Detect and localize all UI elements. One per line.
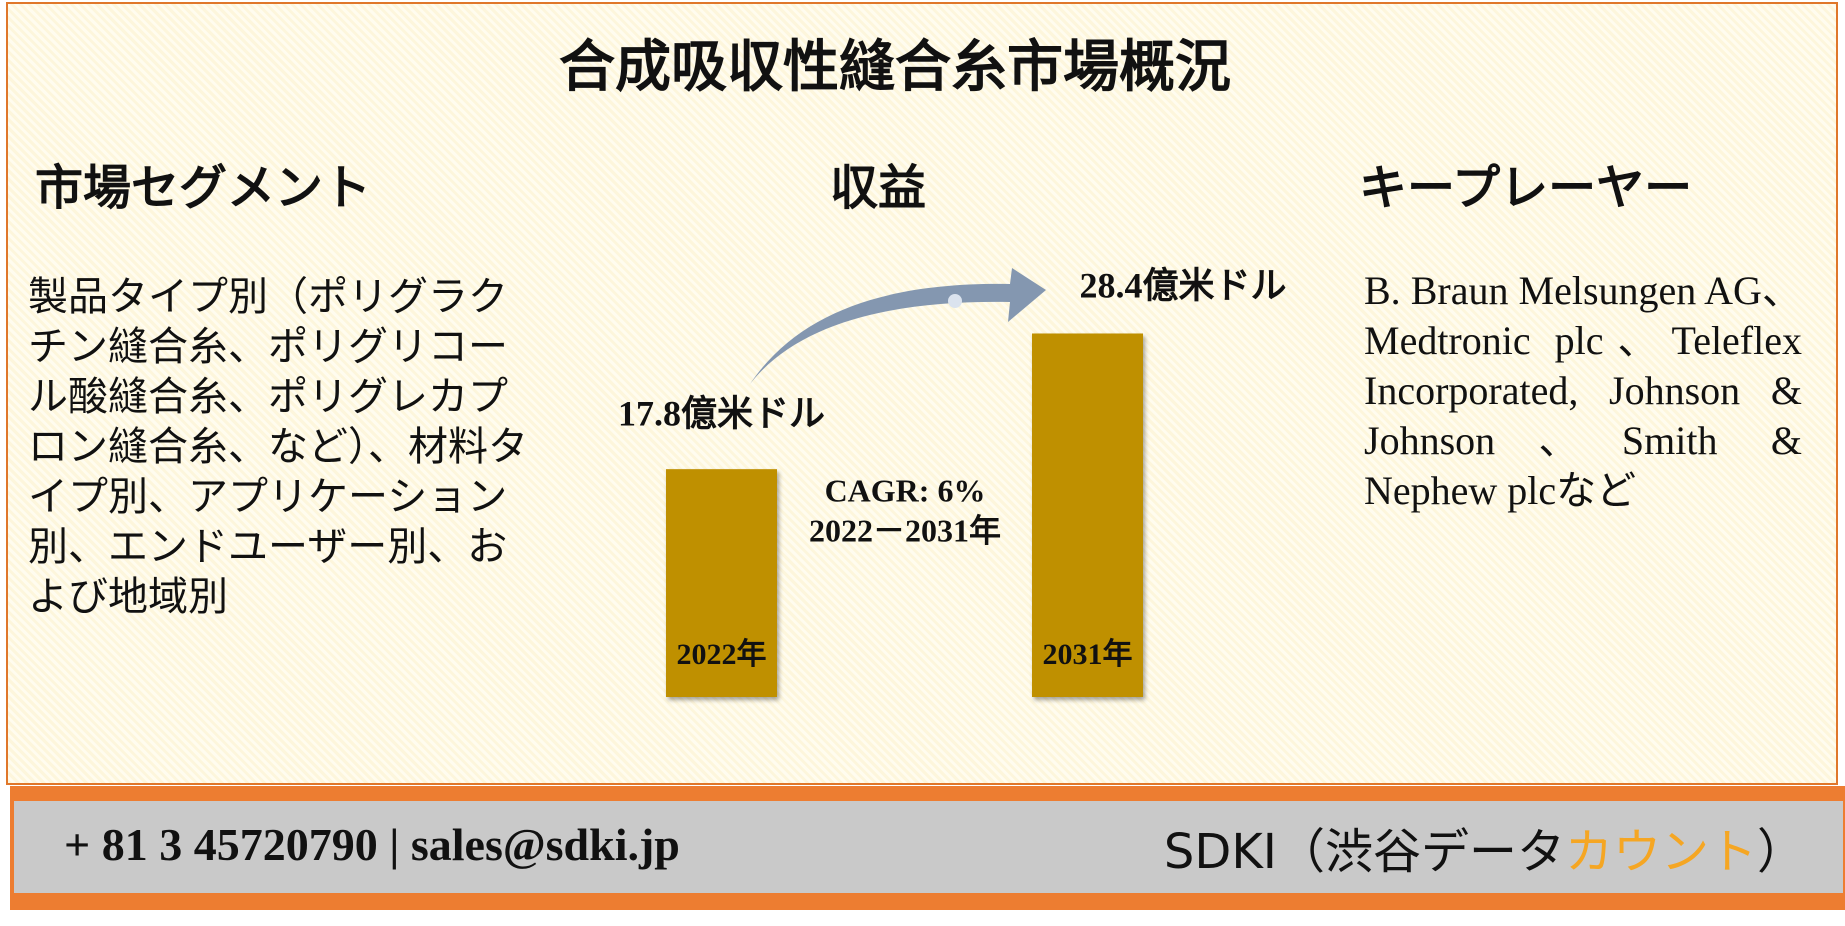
- bar: [666, 469, 777, 697]
- value-label: 28.4億米ドル: [1079, 266, 1286, 306]
- category-label: 2031年: [1043, 638, 1133, 671]
- heading: 収益: [830, 162, 927, 215]
- company-highlight: カウント: [1564, 824, 1757, 880]
- category-label: 2022年: [677, 638, 767, 671]
- company: SDKI（渋谷データカウント）: [1164, 812, 1805, 882]
- growth-arrow: [750, 268, 1046, 384]
- cagr: CAGR: 6%: [825, 472, 986, 508]
- contact: + 81 3 45720790 | sales@sdki.jp: [64, 819, 680, 870]
- title: 合成吸収性縫合糸市場概況: [559, 37, 1231, 99]
- company-end: ）: [1756, 824, 1805, 880]
- heading: 市場セグメント: [35, 162, 372, 215]
- chart: CAGR: 6% 2022－2031年 2022年 17.8億米ドル 2031年 28…: [618, 266, 1287, 697]
- segment-text: 製品タイプ別（ポリグラクチン縫合糸、ポリグリコール酸縫合糸、ポリグレカプロン縫合…: [28, 274, 528, 619]
- players-text: B. Braun Melsungen AG、Medtronic plc、Tele…: [1364, 268, 1802, 513]
- panel: [6, 2, 1838, 785]
- company-name: SDKI（渋谷データ: [1163, 824, 1565, 880]
- arrow-dot: [948, 294, 962, 308]
- heading: キープレーヤー: [1359, 162, 1693, 215]
- value-label: 17.8億米ドル: [618, 393, 825, 433]
- bar: [1032, 333, 1143, 697]
- footer: [14, 801, 1843, 893]
- period: 2022－2031年: [809, 512, 1001, 548]
